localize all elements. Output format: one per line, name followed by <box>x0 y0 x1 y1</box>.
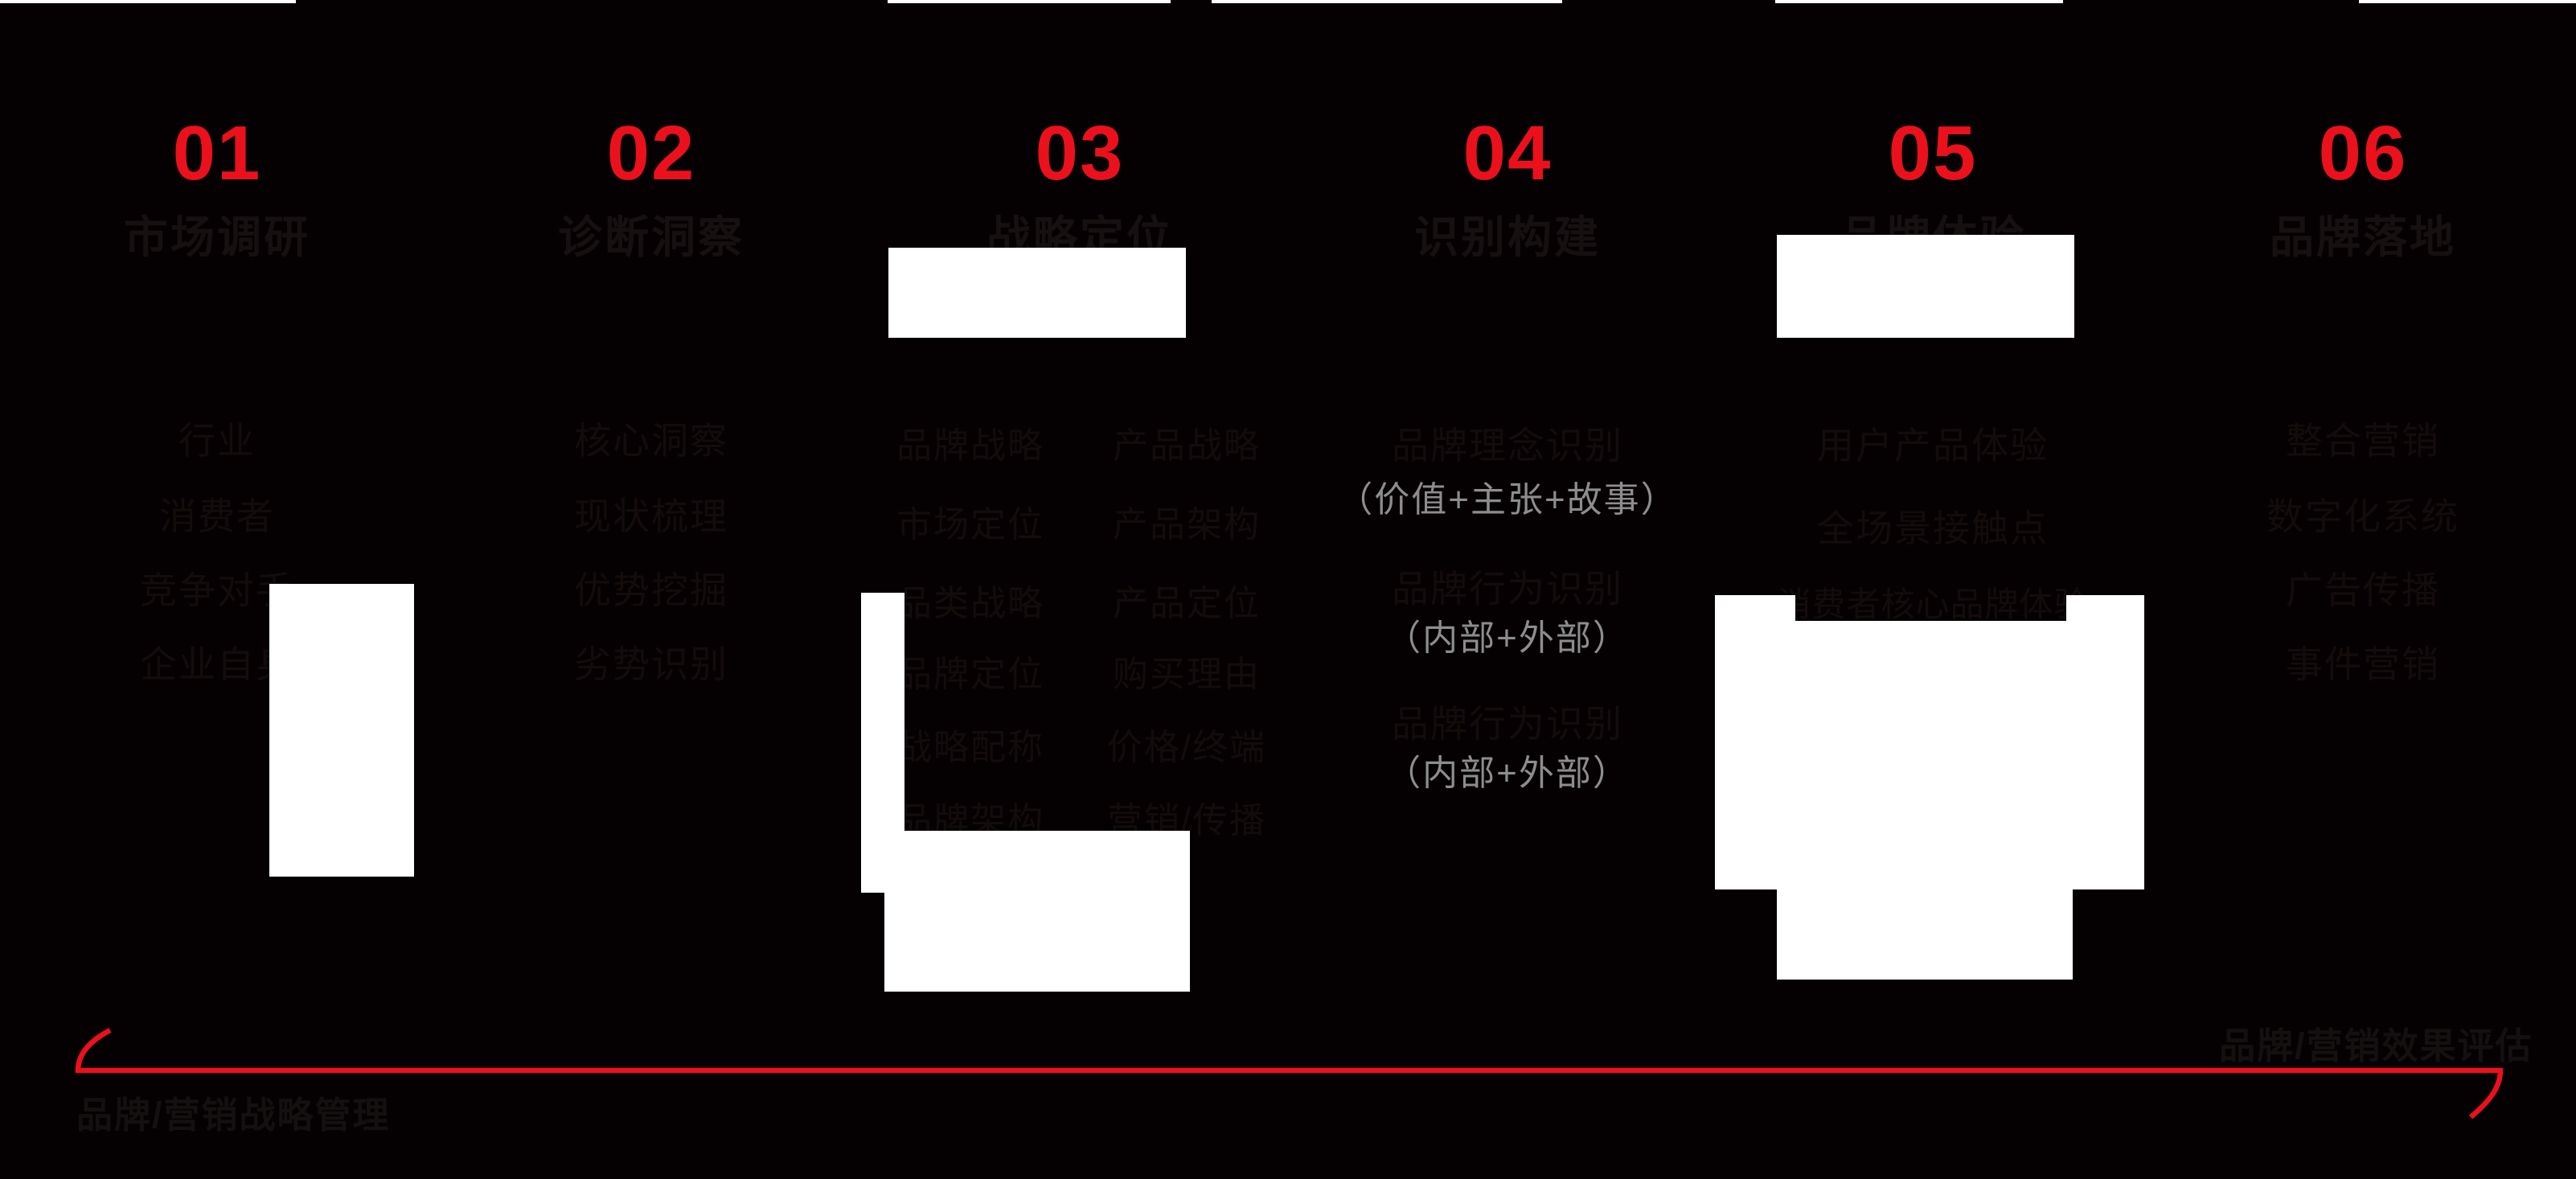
phase-column-06: 06 品牌落地 整合营销 数字化系统 广告传播 事件营销 <box>2154 0 2572 885</box>
phase-number: 01 <box>172 110 262 196</box>
phase-column-01: 01 市场调研 行业 消费者 竞争对手 企业自身 <box>8 0 426 885</box>
whiteout-box <box>1777 889 2073 980</box>
top-edge-whiteout <box>888 0 1171 3</box>
list-item: 品牌战略 <box>896 426 1044 466</box>
list-item: 全场景接触点 <box>1817 507 2049 549</box>
list-item: 产品定位 <box>1113 584 1261 623</box>
top-edge-whiteout <box>1775 0 2063 3</box>
list-item: 品牌行为识别 <box>1392 703 1623 745</box>
whiteout-box <box>884 831 1190 992</box>
phase-number: 03 <box>1035 110 1125 196</box>
list-item: （价值+主张+故事） <box>1337 480 1678 520</box>
top-edge-whiteout <box>1212 0 1562 3</box>
list-item: 产品战略 <box>1113 426 1261 466</box>
phase-number: 05 <box>1888 110 1978 196</box>
phase-title: 市场调研 <box>123 212 310 262</box>
list-item: 现状梳理 <box>574 495 728 537</box>
list-item: 购买理由 <box>1113 655 1261 694</box>
phase-03-right-list: 产品战略 产品架构 产品定位 购买理由 价格/终端 营销/传播 <box>1026 0 1347 885</box>
whiteout-box <box>1715 621 2144 889</box>
whiteout-box <box>888 248 1186 338</box>
list-item: 劣势识别 <box>574 643 728 685</box>
whiteout-box <box>269 584 414 877</box>
phase-title: 诊断洞察 <box>557 212 744 262</box>
phase-number: 06 <box>2318 110 2408 196</box>
list-item: 事件营销 <box>2286 643 2440 685</box>
list-item: 用户产品体验 <box>1817 425 2049 466</box>
list-item: 品牌理念识别 <box>1392 425 1623 466</box>
list-item: （内部+外部） <box>1385 754 1630 793</box>
list-item: 品牌定位 <box>896 655 1044 694</box>
list-item: 行业 <box>178 420 256 462</box>
list-item: 市场定位 <box>896 505 1044 544</box>
phase-number: 04 <box>1462 110 1553 196</box>
list-item: 广告传播 <box>2286 569 2440 611</box>
phase-title: 品牌落地 <box>2269 212 2456 262</box>
list-item: 消费者 <box>159 495 275 537</box>
top-edge-whiteout <box>2359 0 2576 3</box>
list-item: 产品架构 <box>1113 505 1261 544</box>
list-item: 品类战略 <box>896 584 1044 623</box>
list-item: 优势挖掘 <box>574 569 728 611</box>
footer-left-label: 品牌/营销战略管理 <box>76 1095 391 1136</box>
whiteout-box <box>2066 595 2144 621</box>
list-item: （内部+外部） <box>1385 618 1630 658</box>
top-edge-whiteout <box>0 0 296 3</box>
list-item: 价格/终端 <box>1106 728 1267 767</box>
list-item: 企业自身 <box>140 643 294 685</box>
list-item: 战略配称 <box>896 728 1044 767</box>
phase-number: 02 <box>606 110 696 196</box>
footer-right-label: 品牌/营销效果评估 <box>2219 1025 2533 1066</box>
list-item: 数字化系统 <box>2266 495 2459 537</box>
list-item: 消费者核心品牌体验 <box>1777 585 2089 623</box>
list-item: 品牌行为识别 <box>1392 568 1623 610</box>
list-item: 竞争对手 <box>140 569 294 611</box>
phase-column-04: 04 识别构建 品牌理念识别 （价值+主张+故事） 品牌行为识别 （内部+外部）… <box>1298 0 1717 885</box>
phase-column-02: 02 诊断洞察 核心洞察 现状梳理 优势挖掘 劣势识别 <box>442 0 860 885</box>
list-item: 整合营销 <box>2286 420 2440 462</box>
phase-column-03: 03 战略定位 <box>871 0 1289 885</box>
phase-title: 识别构建 <box>1413 212 1601 262</box>
list-item: 核心洞察 <box>574 420 728 462</box>
whiteout-box <box>1777 235 2074 338</box>
whiteout-box <box>1715 595 1795 621</box>
